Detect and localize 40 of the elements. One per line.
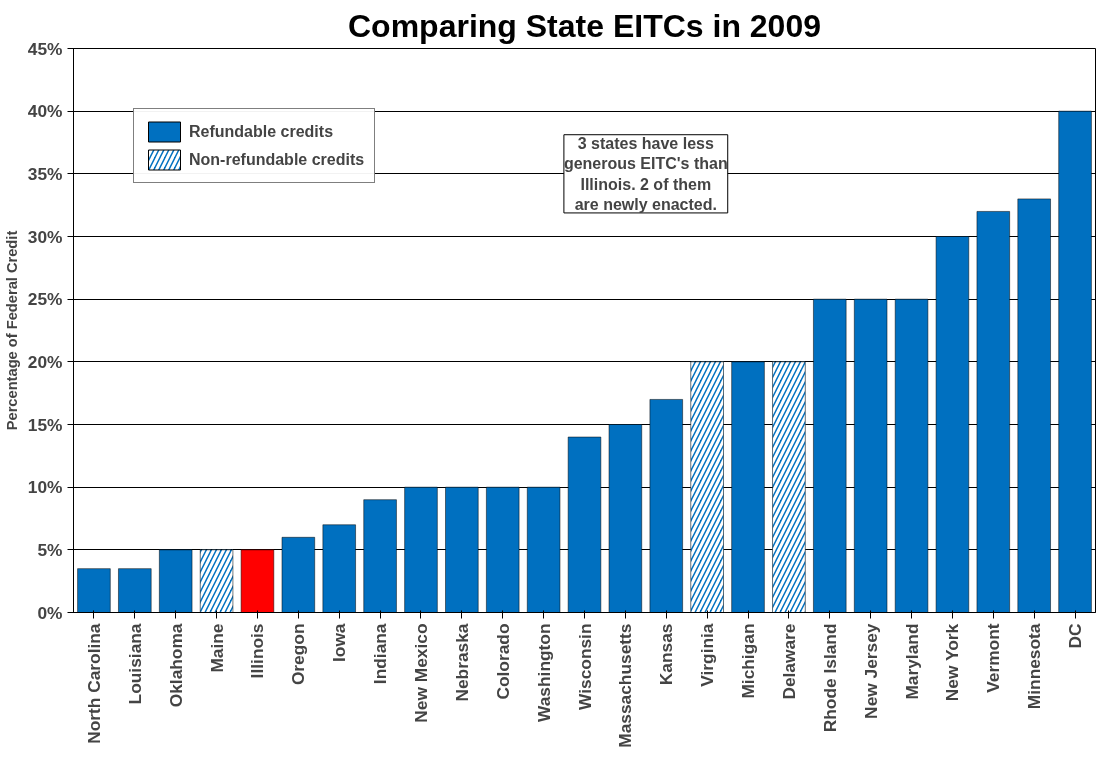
annotation: 3 states have less generous EITC's than Illinois. 2 of them are newly enacted. xyxy=(563,134,728,213)
x-tick-label: DC xyxy=(1065,623,1086,649)
y-axis-title: Percentage of Federal Credit xyxy=(3,230,20,431)
x-tick-label: Louisiana xyxy=(124,623,145,705)
x-tick-label: North Carolina xyxy=(83,623,104,744)
x-tick-label: Michigan xyxy=(738,623,759,699)
x-tick-label: Delaware xyxy=(778,623,799,700)
x-tick-label: Washington xyxy=(533,623,554,722)
y-tick-label: 15% xyxy=(27,414,63,435)
chart-title: Comparing State EITCs in 2009 xyxy=(347,7,822,44)
x-tick-label: Illinois xyxy=(247,623,268,679)
legend-label: Non-refundable credits xyxy=(189,150,365,169)
x-tick-label: Virginia xyxy=(697,623,718,687)
x-tick-label: Oklahoma xyxy=(165,623,186,708)
y-tick-label: 20% xyxy=(27,351,63,372)
x-tick-label: Wisconsin xyxy=(574,623,595,710)
x-tick-label: Oregon xyxy=(288,623,309,686)
y-tick-label: 10% xyxy=(27,477,63,498)
x-tick-label: New York xyxy=(942,623,963,702)
x-tick-label: Indiana xyxy=(370,623,391,685)
x-tick-label: Massachusetts xyxy=(615,623,636,748)
x-tick-label: Maryland xyxy=(901,623,922,700)
x-tick-label: Colorado xyxy=(492,623,513,700)
y-tick-label: 40% xyxy=(27,101,63,122)
x-tick-label: Minnesota xyxy=(1024,623,1045,710)
y-tick-label: 0% xyxy=(37,602,63,623)
y-tick-label: 45% xyxy=(27,38,63,59)
x-tick-label: Rhode Island xyxy=(819,623,840,733)
x-tick-label: New Mexico xyxy=(410,623,431,723)
y-tick-label: 5% xyxy=(37,539,63,560)
y-tick-label: 25% xyxy=(27,289,63,310)
x-tick-label: Kansas xyxy=(656,623,677,686)
x-tick-label: Iowa xyxy=(329,623,350,663)
x-tick-label: Nebraska xyxy=(451,623,472,702)
x-tick-label: New Jersey xyxy=(860,623,881,719)
x-tick-label: Maine xyxy=(206,623,227,673)
x-tick-label: Vermont xyxy=(983,623,1004,693)
y-tick-label: 30% xyxy=(27,226,63,247)
y-tick-label: 35% xyxy=(27,163,63,184)
legend-label: Refundable credits xyxy=(189,122,334,141)
